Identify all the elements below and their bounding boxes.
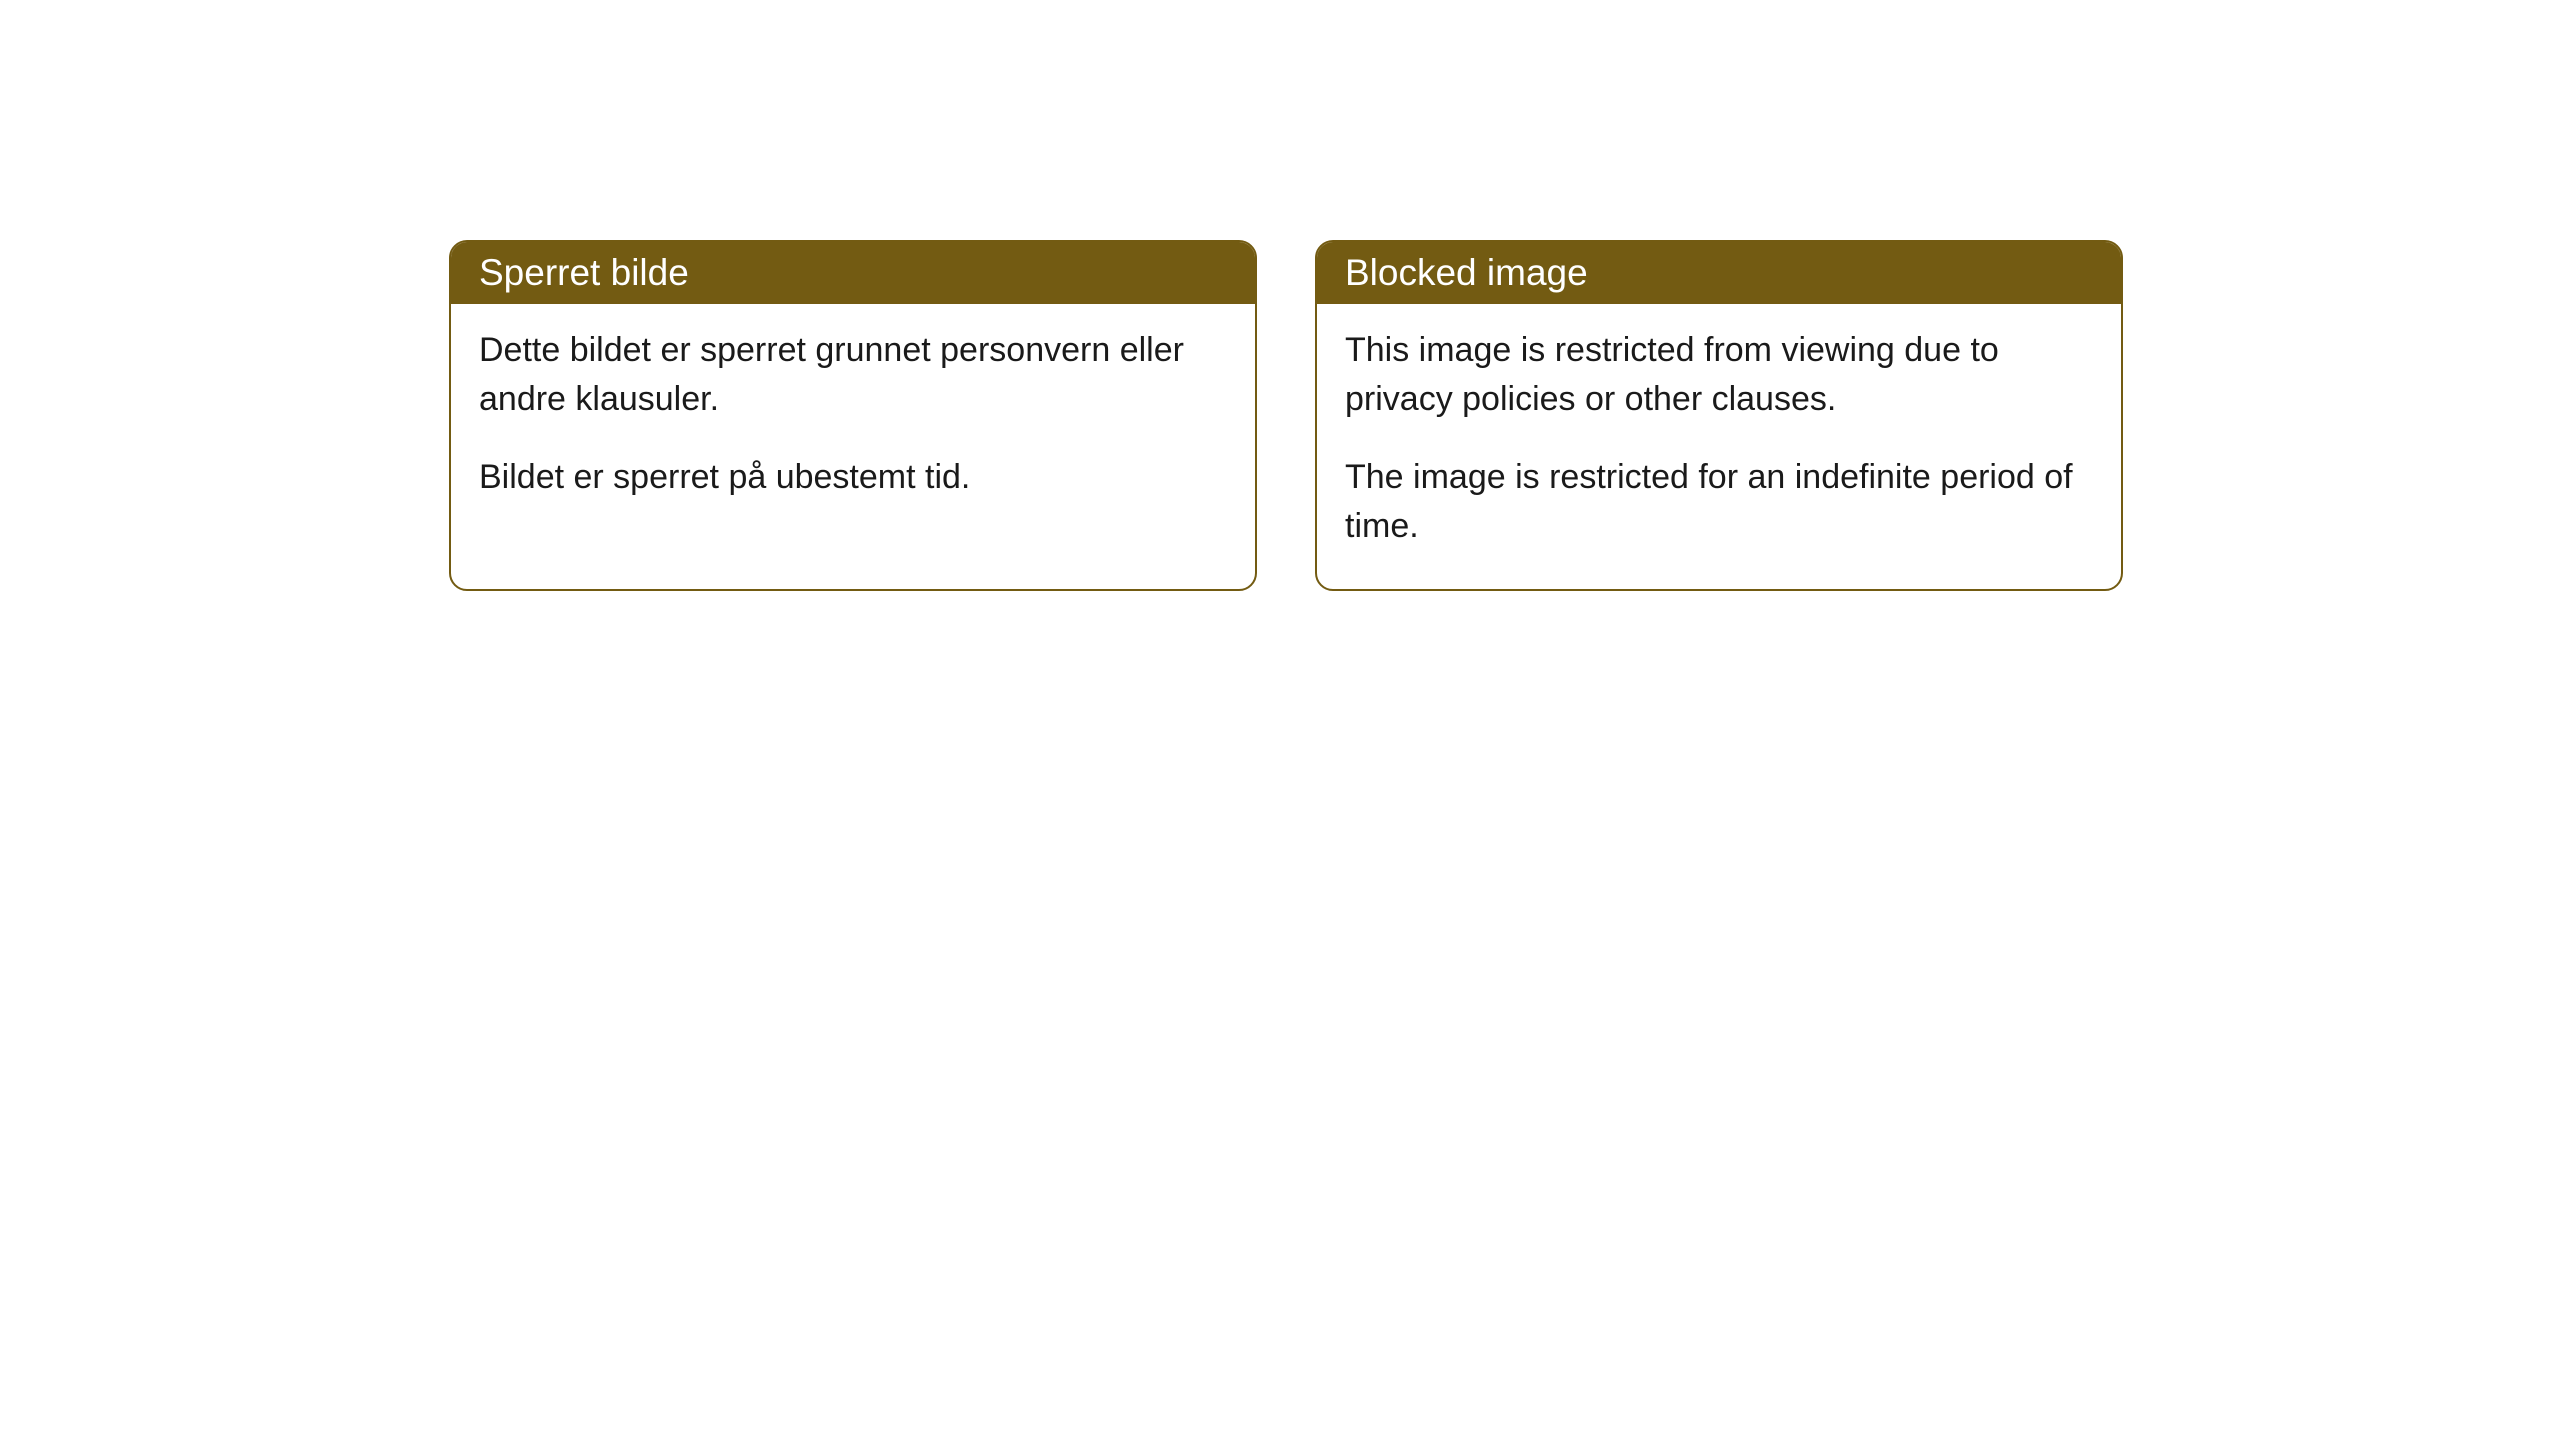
card-paragraph: Bildet er sperret på ubestemt tid. xyxy=(479,453,1227,502)
card-header: Blocked image xyxy=(1317,242,2121,304)
card-paragraph: This image is restricted from viewing du… xyxy=(1345,326,2093,425)
card-body: Dette bildet er sperret grunnet personve… xyxy=(451,304,1255,540)
notice-container: Sperret bilde Dette bildet er sperret gr… xyxy=(449,240,2123,591)
card-title: Blocked image xyxy=(1345,252,1588,293)
card-paragraph: Dette bildet er sperret grunnet personve… xyxy=(479,326,1227,425)
card-title: Sperret bilde xyxy=(479,252,689,293)
notice-card-norwegian: Sperret bilde Dette bildet er sperret gr… xyxy=(449,240,1257,591)
card-header: Sperret bilde xyxy=(451,242,1255,304)
card-paragraph: The image is restricted for an indefinit… xyxy=(1345,453,2093,552)
notice-card-english: Blocked image This image is restricted f… xyxy=(1315,240,2123,591)
card-body: This image is restricted from viewing du… xyxy=(1317,304,2121,589)
